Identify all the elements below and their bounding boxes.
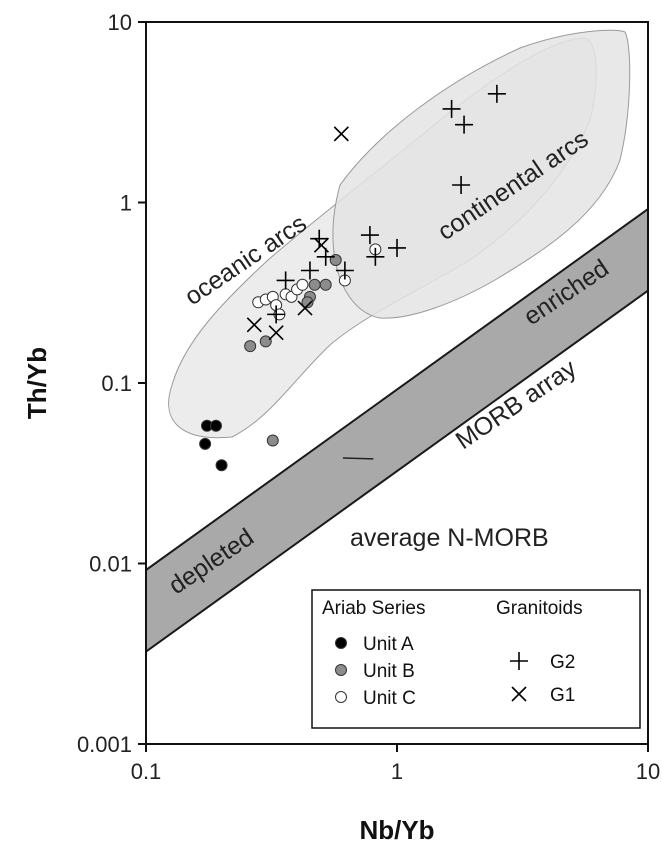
point-unit-b [308, 278, 321, 291]
y-axis-title: Th/Yb [22, 347, 52, 419]
x-tick-label: 1 [391, 759, 403, 784]
y-tick-label: 0.1 [101, 371, 132, 396]
y-tick-label: 1 [120, 191, 132, 216]
x-axis-title: Nb/Yb [359, 815, 434, 845]
average-nmorb-label: average N-MORB [350, 524, 549, 552]
average-nmorb-leader [342, 457, 374, 460]
point-g2 [310, 229, 329, 248]
continental-arcs-region [332, 29, 631, 319]
legend-label: G1 [550, 685, 575, 706]
legend-title-ariab: Ariab Series [322, 598, 426, 619]
legend: Ariab Series Granitoids Unit A Unit B Unit… [311, 589, 641, 729]
point-g2 [360, 226, 379, 245]
legend-marker-unit-c [335, 691, 347, 703]
point-g2 [487, 84, 506, 103]
y-axis-ticks: 0.001 0.01 0.1 1 10 [77, 10, 146, 757]
point-g1 [313, 237, 330, 253]
point-unit-b [266, 434, 279, 447]
point-g1 [333, 126, 349, 142]
point-unit-b [319, 278, 332, 291]
legend-marker-unit-b [335, 664, 347, 676]
legend-label: Unit A [363, 634, 414, 655]
point-unit-a [209, 419, 222, 432]
point-unit-c [296, 278, 309, 291]
morb-array-band [146, 207, 648, 653]
point-g2 [300, 261, 319, 280]
point-unit-a [215, 459, 228, 472]
point-g2 [388, 238, 406, 257]
y-tick-label: 10 [108, 10, 132, 35]
point-g2 [455, 115, 474, 134]
point-g1 [297, 300, 313, 316]
point-g2 [335, 261, 354, 280]
data-points [199, 84, 506, 472]
point-unit-a [199, 437, 212, 450]
x-axis-ticks: 0.1 1 10 [131, 744, 660, 784]
point-g2 [316, 247, 335, 266]
legend-label: G2 [550, 652, 575, 673]
point-unit-b [259, 335, 272, 348]
x-tick-label: 0.1 [131, 759, 162, 784]
point-g1 [268, 325, 284, 341]
legend-title-granitoids: Granitoids [496, 598, 583, 619]
point-g2 [452, 176, 471, 195]
legend-label: Unit C [363, 688, 416, 709]
legend-label: Unit B [363, 661, 415, 682]
point-g2 [366, 247, 385, 266]
point-unit-b [244, 340, 257, 353]
point-unit-b [301, 296, 314, 309]
y-tick-label: 0.001 [77, 732, 132, 757]
legend-marker-g1 [511, 686, 527, 702]
point-g2 [276, 271, 295, 290]
legend-marker-unit-a [335, 637, 347, 649]
point-g2 [267, 305, 286, 324]
x-tick-label: 10 [636, 759, 660, 784]
point-g1 [246, 317, 262, 333]
legend-box [311, 589, 641, 729]
point-g2 [442, 99, 461, 118]
legend-marker-g2 [510, 652, 528, 670]
y-tick-label: 0.01 [89, 552, 132, 577]
